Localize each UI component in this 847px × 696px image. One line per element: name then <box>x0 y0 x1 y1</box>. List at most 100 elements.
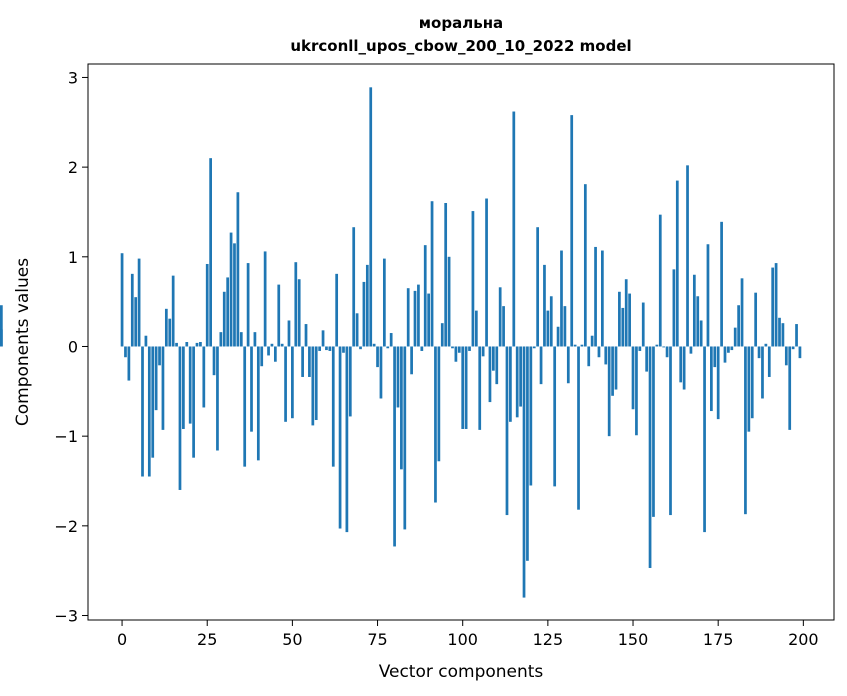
y-axis-label: Components values <box>13 258 33 426</box>
bar <box>556 326 560 347</box>
bar <box>226 277 230 347</box>
bar <box>737 305 740 347</box>
bar <box>771 267 775 347</box>
bar <box>270 343 274 347</box>
bar <box>740 278 744 347</box>
bar <box>662 346 666 348</box>
bar <box>781 323 785 347</box>
x-tick-label: 75 <box>367 630 387 649</box>
bar <box>393 346 396 547</box>
plot-frame <box>87 63 835 621</box>
bar <box>250 346 253 432</box>
x-tick-label: 175 <box>703 630 734 649</box>
bar <box>437 346 441 462</box>
bar <box>158 346 161 366</box>
bar <box>577 346 580 510</box>
bar <box>522 346 526 598</box>
x-axis-label: Vector components <box>379 662 544 682</box>
bar <box>679 346 683 383</box>
bar <box>798 346 802 359</box>
bar <box>236 192 240 347</box>
bar <box>291 346 294 419</box>
bar <box>314 346 318 421</box>
x-tick-label: 150 <box>618 630 649 649</box>
x-tick-label: 25 <box>197 630 217 649</box>
bar <box>764 343 768 347</box>
bar <box>590 335 594 347</box>
bar <box>723 346 727 363</box>
bar <box>570 115 574 347</box>
bar <box>560 250 563 347</box>
y-tick-label: −1 <box>54 427 78 446</box>
bar <box>154 346 158 411</box>
bar <box>604 346 608 365</box>
bar <box>168 318 172 347</box>
bar <box>400 346 403 470</box>
bar <box>0 329 3 347</box>
bar <box>478 346 482 430</box>
bar <box>710 346 713 412</box>
bar <box>406 288 410 347</box>
bar <box>454 346 458 362</box>
bar <box>767 346 771 377</box>
bar <box>635 346 638 436</box>
bar <box>308 346 311 377</box>
bar <box>692 274 696 347</box>
bar <box>216 346 219 451</box>
bar <box>682 346 686 390</box>
bar <box>287 320 291 347</box>
bar <box>672 269 676 347</box>
bar <box>624 279 628 347</box>
bar <box>492 346 495 371</box>
bar <box>583 184 587 347</box>
bar <box>618 291 621 347</box>
bar <box>539 346 543 385</box>
bar <box>733 327 737 347</box>
bar <box>713 346 717 368</box>
bar <box>481 346 485 357</box>
bar <box>498 287 502 347</box>
bar <box>331 346 335 467</box>
bar <box>297 279 301 347</box>
bar <box>468 346 471 351</box>
bar <box>457 346 461 353</box>
bar <box>134 297 138 347</box>
bar <box>246 263 250 347</box>
bar <box>536 227 540 347</box>
y-tick-label: 0 <box>68 337 78 356</box>
bar <box>427 293 431 347</box>
bar <box>144 335 148 347</box>
bar <box>222 291 226 347</box>
bar <box>355 313 359 347</box>
bar <box>607 346 611 437</box>
bar <box>403 346 407 530</box>
bar <box>573 344 577 347</box>
x-tick-label: 0 <box>117 630 127 649</box>
bar <box>389 333 393 347</box>
bar <box>444 203 448 347</box>
y-tick-label: −3 <box>54 607 78 626</box>
bar <box>699 320 703 347</box>
bar <box>532 346 536 349</box>
bar <box>703 346 706 533</box>
bar <box>747 346 751 432</box>
bar <box>417 284 420 347</box>
bar <box>430 201 434 347</box>
bar <box>750 346 754 419</box>
bar <box>335 273 339 347</box>
bar <box>563 306 567 347</box>
bar <box>587 346 591 367</box>
y-tick-label: −2 <box>54 517 78 536</box>
bar <box>757 346 761 359</box>
bar <box>689 346 693 354</box>
y-tick-label: 1 <box>68 248 78 267</box>
bar <box>566 346 570 384</box>
bar <box>325 346 328 351</box>
bar <box>440 323 444 347</box>
bar <box>352 227 356 347</box>
bar <box>423 245 427 347</box>
bar <box>147 346 151 477</box>
bar <box>137 258 141 347</box>
bar <box>621 307 625 347</box>
bar <box>658 214 662 347</box>
